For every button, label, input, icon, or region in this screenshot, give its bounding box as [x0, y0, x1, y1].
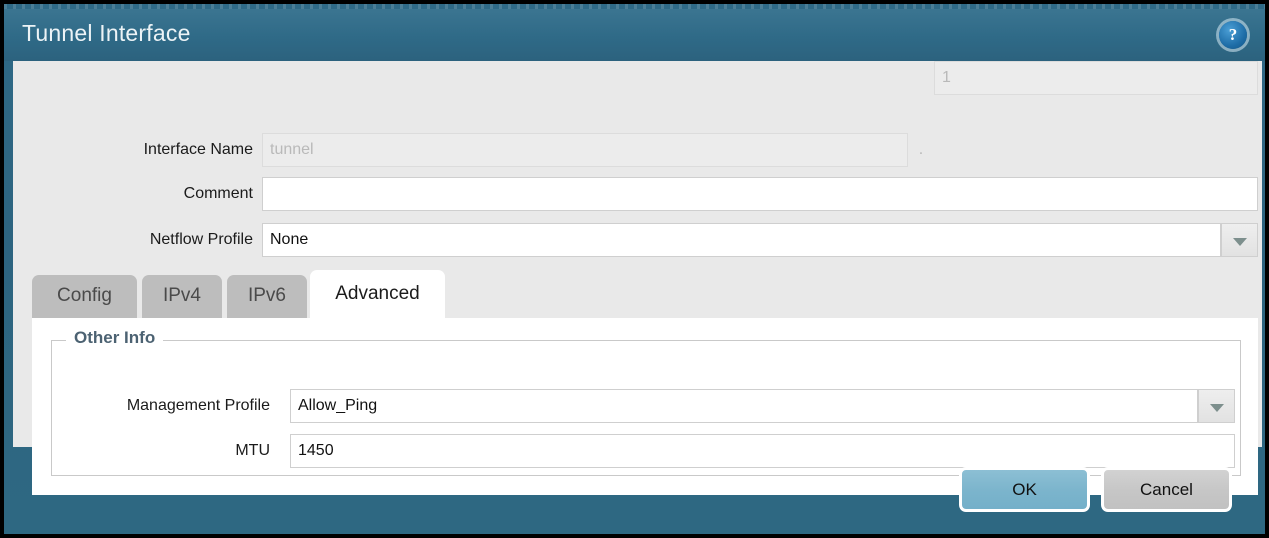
- cancel-button[interactable]: Cancel: [1101, 467, 1232, 512]
- background-artifacts: [4, 4, 1265, 9]
- interface-name-input[interactable]: tunnel: [262, 133, 908, 167]
- comment-label: Comment: [183, 185, 253, 202]
- help-circle-icon[interactable]: ?: [1219, 21, 1247, 49]
- netflow-profile-dropdown-button[interactable]: [1221, 223, 1258, 257]
- other-info-legend: Other Info: [66, 328, 164, 348]
- mtu-input[interactable]: 1450: [290, 434, 1235, 468]
- tabstrip: Config IPv4 IPv6 Advanced: [32, 270, 1252, 319]
- chevron-down-icon: [1210, 404, 1224, 412]
- tunnel-interface-dialog: Tunnel Interface ? Interface Name tunnel…: [4, 4, 1265, 534]
- netflow-profile-label: Netflow Profile: [149, 231, 253, 248]
- mtu-label: MTU: [235, 442, 270, 459]
- page-title: Tunnel Interface: [22, 20, 191, 46]
- dialog-body: Interface Name tunnel . 1 Comment Netflo…: [13, 61, 1262, 495]
- management-profile-label: Management Profile: [126, 397, 270, 414]
- chevron-down-icon: [1233, 238, 1247, 246]
- interface-unit-input[interactable]: 1: [934, 61, 1258, 95]
- dialog-footer: OK Cancel: [4, 447, 1265, 534]
- tab-ipv4[interactable]: IPv4: [142, 275, 222, 319]
- management-profile-select[interactable]: Allow_Ping: [290, 389, 1198, 423]
- help-icon-glyph: ?: [1228, 25, 1238, 44]
- ok-button[interactable]: OK: [959, 467, 1090, 512]
- management-profile-dropdown-button[interactable]: [1198, 389, 1235, 423]
- comment-input[interactable]: [262, 177, 1258, 211]
- tab-advanced[interactable]: Advanced: [310, 270, 445, 319]
- other-info-group: Other Info Management Profile Allow_Ping…: [51, 328, 1241, 476]
- interface-name-separator: .: [918, 141, 924, 158]
- netflow-profile-select[interactable]: None: [262, 223, 1221, 257]
- tab-ipv6[interactable]: IPv6: [227, 275, 307, 319]
- tab-config[interactable]: Config: [32, 275, 137, 319]
- interface-name-label: Interface Name: [143, 141, 253, 158]
- dialog-title-bar: Tunnel Interface ?: [4, 9, 1265, 61]
- advanced-tab-panel: Other Info Management Profile Allow_Ping…: [32, 318, 1258, 495]
